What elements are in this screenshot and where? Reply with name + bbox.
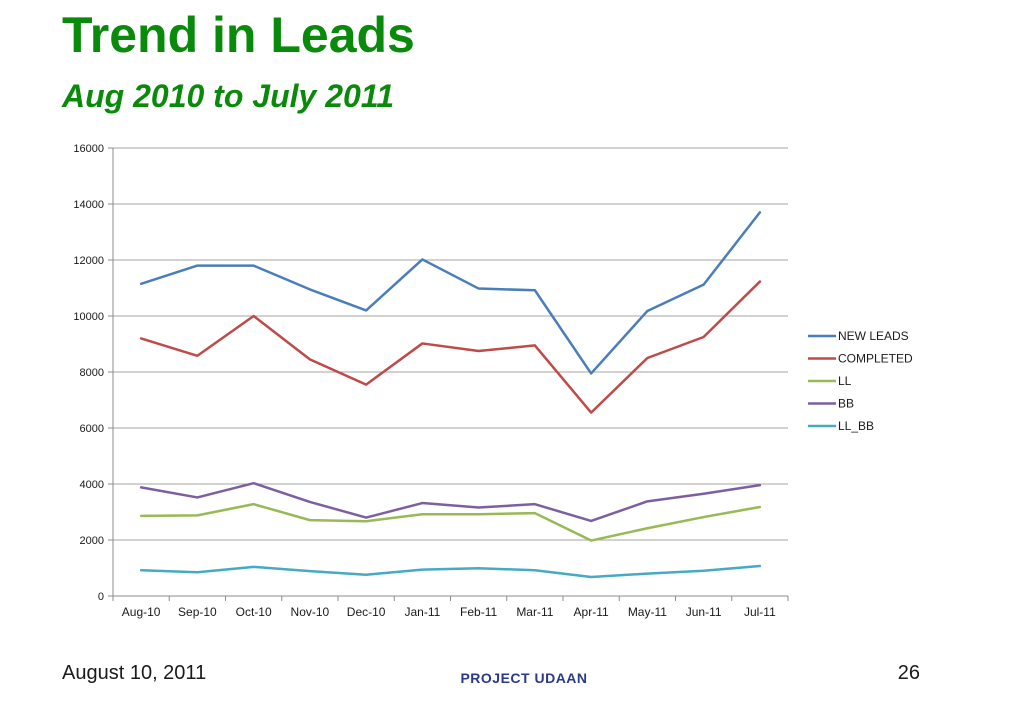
slide-subtitle: Aug 2010 to July 2011 xyxy=(62,78,394,114)
x-tick-label: Jan-11 xyxy=(404,605,440,619)
x-axis-tick-labels: Aug-10 Sep-10 Oct-10 Nov-10 Dec-10 Jan-11 Feb-… xyxy=(122,605,776,619)
x-tick-label: Aug-10 xyxy=(122,605,161,619)
legend-label: BB xyxy=(838,397,854,411)
y-tick-label: 0 xyxy=(98,591,104,603)
x-tick-label: Oct-10 xyxy=(236,605,272,619)
footer-date: August 10, 2011 xyxy=(62,662,207,684)
x-tick-label: May-11 xyxy=(628,605,667,619)
x-tick-label: Mar-11 xyxy=(516,605,553,619)
chart-axes xyxy=(108,147,789,601)
x-tick-label: Jul-11 xyxy=(744,605,776,619)
series-line-completed xyxy=(139,280,762,414)
y-tick-label: 12000 xyxy=(73,255,104,267)
series-line-new-leads xyxy=(139,211,762,375)
y-tick-label: 6000 xyxy=(80,423,104,435)
legend-label: NEW LEADS xyxy=(838,329,909,343)
legend-item: LL_BB xyxy=(808,419,874,433)
chart-series xyxy=(139,211,762,579)
series-line-ll-bb xyxy=(139,564,762,579)
legend-label: LL xyxy=(838,374,852,388)
x-tick-label: Feb-11 xyxy=(460,605,497,619)
y-tick-label: 16000 xyxy=(73,143,104,155)
page-number: 26 xyxy=(897,662,920,684)
series-line-bb xyxy=(139,481,762,523)
x-tick-label: Nov-10 xyxy=(291,605,330,619)
x-tick-label: Sep-10 xyxy=(178,605,217,619)
legend-item: BB xyxy=(808,397,854,411)
x-tick-label: Apr-11 xyxy=(574,605,609,619)
legend-item: COMPLETED xyxy=(808,352,913,366)
slide-title: Trend in Leads xyxy=(62,7,415,63)
y-tick-label: 8000 xyxy=(80,367,104,379)
x-tick-label: Jun-11 xyxy=(686,605,722,619)
x-tick-label: Dec-10 xyxy=(347,605,386,619)
project-label: PROJECT UDAAN xyxy=(460,670,588,686)
y-tick-label: 4000 xyxy=(80,479,104,491)
footer-project-name: PROJECT UDAAN xyxy=(0,670,1024,686)
y-tick-label: 10000 xyxy=(73,311,104,323)
legend-item: LL xyxy=(808,374,852,388)
chart-legend: NEW LEADS COMPLETED LL BB LL_BB xyxy=(808,329,913,433)
y-tick-label: 14000 xyxy=(73,199,104,211)
chart-gridlines xyxy=(113,147,788,541)
legend-label: COMPLETED xyxy=(838,352,913,366)
series-line-ll xyxy=(139,502,762,542)
legend-label: LL_BB xyxy=(838,419,874,433)
y-tick-label: 2000 xyxy=(80,535,104,547)
legend-item: NEW LEADS xyxy=(808,329,909,343)
y-axis-tick-labels: 0 2000 4000 6000 8000 10000 12000 14000 16000 xyxy=(73,143,104,603)
